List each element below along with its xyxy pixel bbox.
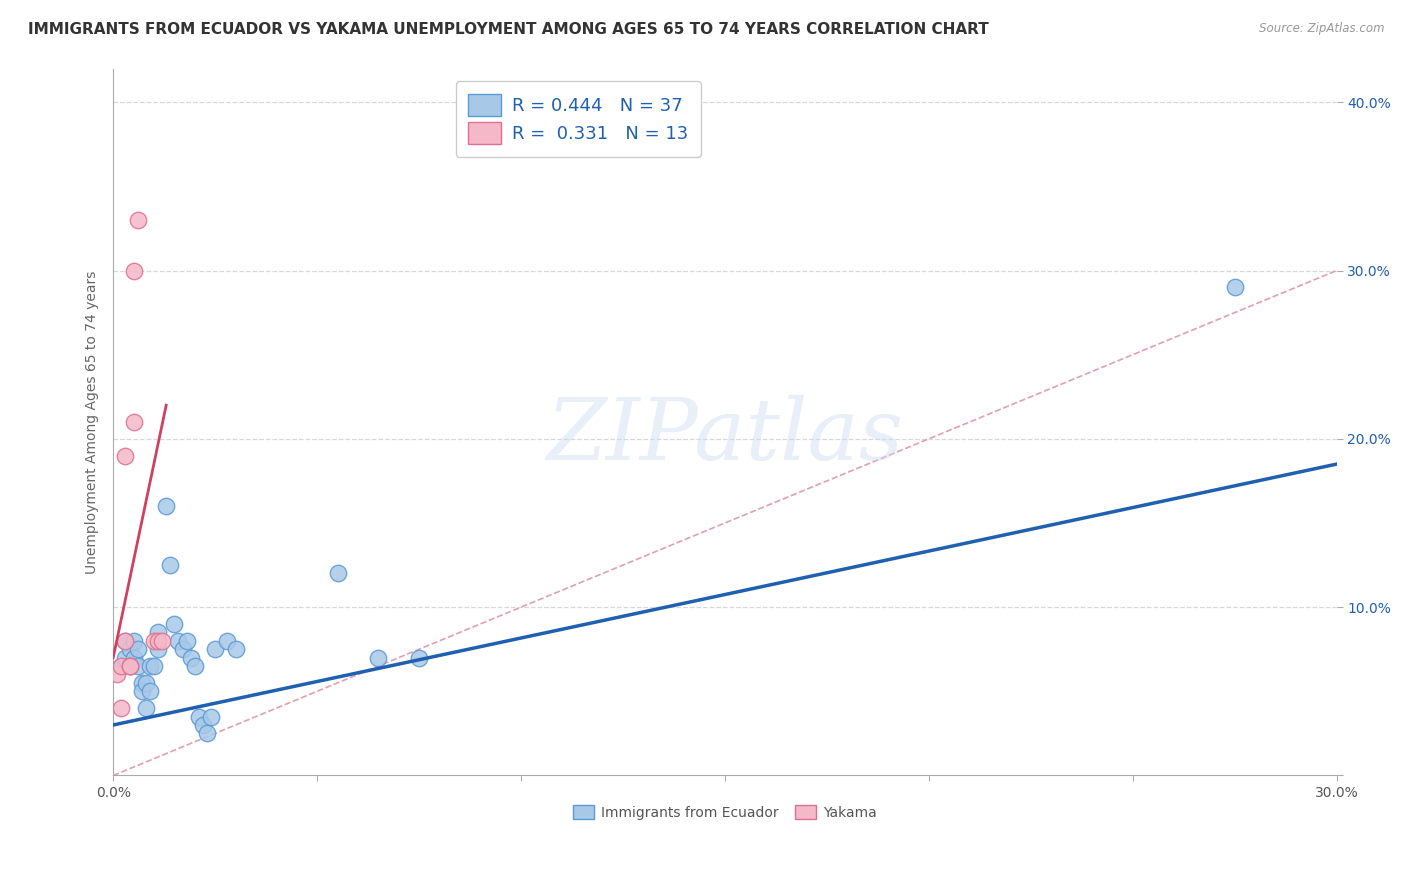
Point bbox=[326, 566, 349, 581]
Point bbox=[131, 676, 153, 690]
Text: ZIPatlas: ZIPatlas bbox=[547, 395, 904, 477]
Point bbox=[118, 659, 141, 673]
Point bbox=[143, 659, 166, 673]
Point bbox=[110, 659, 132, 673]
Point bbox=[127, 659, 149, 673]
Point bbox=[122, 633, 145, 648]
Point bbox=[184, 659, 207, 673]
Point bbox=[146, 633, 169, 648]
Point bbox=[159, 558, 181, 572]
Point bbox=[122, 415, 145, 429]
Point bbox=[110, 659, 132, 673]
Point bbox=[155, 499, 177, 513]
Point bbox=[131, 684, 153, 698]
Point bbox=[200, 709, 222, 723]
Point bbox=[1223, 280, 1246, 294]
Point bbox=[118, 659, 141, 673]
Point bbox=[122, 650, 145, 665]
Text: IMMIGRANTS FROM ECUADOR VS YAKAMA UNEMPLOYMENT AMONG AGES 65 TO 74 YEARS CORRELA: IMMIGRANTS FROM ECUADOR VS YAKAMA UNEMPL… bbox=[28, 22, 988, 37]
Point bbox=[167, 633, 190, 648]
Point bbox=[172, 642, 194, 657]
Point bbox=[143, 633, 166, 648]
Point bbox=[135, 701, 157, 715]
Point bbox=[139, 659, 162, 673]
Point bbox=[180, 650, 202, 665]
Point bbox=[114, 633, 136, 648]
Point bbox=[187, 709, 209, 723]
Point bbox=[146, 625, 169, 640]
Point bbox=[195, 726, 218, 740]
Y-axis label: Unemployment Among Ages 65 to 74 years: Unemployment Among Ages 65 to 74 years bbox=[86, 270, 100, 574]
Point bbox=[204, 642, 226, 657]
Point bbox=[105, 667, 128, 681]
Point bbox=[191, 718, 214, 732]
Point bbox=[217, 633, 239, 648]
Point bbox=[225, 642, 247, 657]
Point bbox=[118, 642, 141, 657]
Text: Source: ZipAtlas.com: Source: ZipAtlas.com bbox=[1260, 22, 1385, 36]
Point bbox=[114, 633, 136, 648]
Point bbox=[114, 650, 136, 665]
Point bbox=[118, 659, 141, 673]
Legend: Immigrants from Ecuador, Yakama: Immigrants from Ecuador, Yakama bbox=[568, 799, 883, 825]
Point bbox=[146, 642, 169, 657]
Point bbox=[127, 642, 149, 657]
Point bbox=[122, 263, 145, 277]
Point bbox=[176, 633, 198, 648]
Point bbox=[135, 676, 157, 690]
Point bbox=[127, 213, 149, 227]
Point bbox=[163, 617, 186, 632]
Point bbox=[110, 701, 132, 715]
Point bbox=[408, 650, 430, 665]
Point bbox=[367, 650, 389, 665]
Point bbox=[150, 633, 173, 648]
Point bbox=[139, 684, 162, 698]
Point bbox=[114, 449, 136, 463]
